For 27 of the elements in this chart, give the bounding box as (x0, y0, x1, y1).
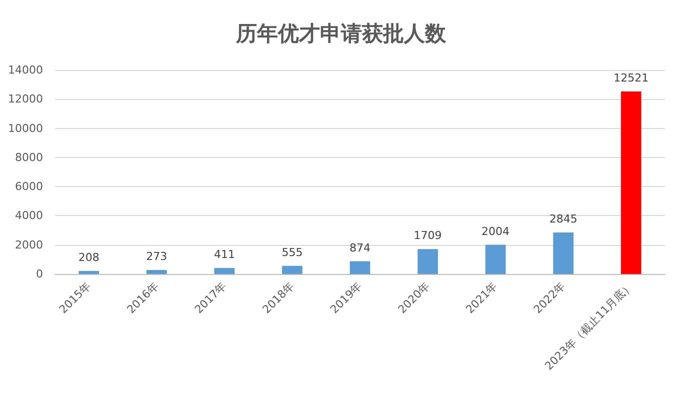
data-label: 411 (214, 248, 235, 262)
data-label: 273 (146, 250, 168, 264)
bar (485, 244, 506, 274)
bar (418, 249, 438, 274)
bar (350, 261, 370, 274)
y-tick-label: 4000 (15, 209, 43, 222)
data-label: 1709 (414, 229, 442, 242)
y-tick-label: 8000 (15, 150, 43, 164)
y-tick-label: 10000 (8, 122, 43, 135)
data-label: 2845 (549, 212, 578, 226)
bar (282, 266, 302, 274)
y-tick-label: 0 (36, 268, 43, 280)
y-tick-label: 6000 (15, 180, 43, 194)
data-label: 874 (350, 241, 370, 254)
data-label: 12521 (614, 72, 649, 85)
bar (146, 270, 167, 274)
y-tick-label: 12000 (8, 92, 43, 106)
bar (553, 232, 574, 274)
y-tick-label: 14000 (8, 64, 43, 76)
bar (78, 270, 100, 274)
data-label: 2004 (482, 224, 510, 238)
bar (214, 268, 235, 274)
chart-title: 历年优才申请获批人数 (235, 22, 447, 46)
data-label: 208 (78, 250, 100, 264)
bar (620, 92, 642, 274)
y-tick-label: 2000 (15, 238, 43, 252)
data-label: 555 (282, 246, 303, 259)
